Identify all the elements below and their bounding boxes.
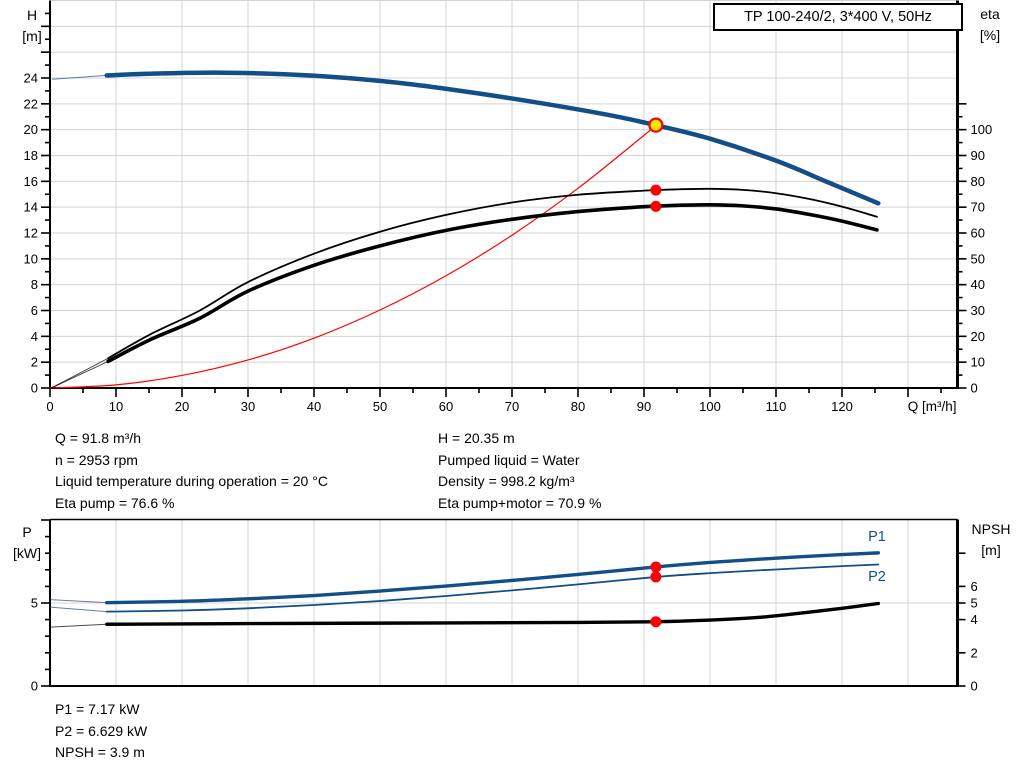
eta-pump-value: Eta pump = 76.6 % — [55, 494, 175, 511]
y-right-tick-label: 100 — [971, 122, 993, 137]
y-left-tick-label: 8 — [31, 277, 38, 292]
y-left-tick-label: 6 — [31, 303, 38, 318]
power-axis-label: P [kW] — [4, 522, 50, 564]
pump-title-box: TP 100-240/2, 3*400 V, 50Hz — [713, 3, 963, 31]
power-data-block: P1 = 7.17 kW P2 = 6.629 kW NPSH = 3.9 m — [55, 699, 147, 764]
power-axis-label-line1: P — [22, 524, 32, 540]
y-left-tick-label: 18 — [24, 148, 38, 163]
duty-point — [648, 117, 664, 133]
npsh-axis-label-line2: [m] — [981, 542, 1001, 558]
y-left-tick-label: 12 — [24, 226, 38, 241]
y-left-tick-label: 10 — [24, 251, 38, 266]
operating-data-left: Q = 91.8 m³/h n = 2953 rpm Liquid temper… — [55, 428, 328, 514]
power-axis-label-line2: [kW] — [13, 545, 41, 561]
x-tick-label: 80 — [571, 399, 585, 414]
npsh-axis-label: NPSH [m] — [960, 519, 1022, 561]
axis-lines — [49, 0, 959, 389]
h-axis-label: H [m] — [10, 5, 54, 47]
y-right-tick-label: 5 — [971, 595, 978, 610]
y-left-tick-label: 14 — [24, 200, 38, 215]
y-right-tick-label: 0 — [971, 679, 978, 694]
operating-data-right: H = 20.35 m Pumped liquid = Water Densit… — [438, 428, 601, 514]
p2-label: P2 — [868, 569, 886, 585]
qh-eta-chart-svg: 0246810121416182022240102030405060708090… — [24, 0, 993, 414]
eta-axis-label-line2: [%] — [979, 27, 1001, 43]
y-right-tick-label: 2 — [971, 645, 978, 660]
y-left-tick-label: 20 — [24, 122, 38, 137]
x-tick-label: 110 — [766, 399, 787, 414]
p1-label: P1 — [868, 529, 886, 545]
y-right-tick-label: 0 — [971, 381, 978, 396]
npsh-value: NPSH = 3.9 m — [55, 744, 145, 761]
x-tick-label: 20 — [175, 399, 189, 414]
head-curve — [104, 70, 881, 206]
y-left-tick-label: 2 — [31, 355, 38, 370]
x-axis-unit-label: Q [m³/h] — [908, 399, 957, 414]
y-left-tick-label: 0 — [31, 381, 38, 396]
npsh-curve — [105, 601, 880, 626]
eta-pump-motor-point — [650, 200, 662, 212]
y-left-tick-label: 24 — [24, 71, 38, 86]
flow-value: Q = 91.8 m³/h — [55, 430, 141, 446]
p1-value: P1 = 7.17 kW — [55, 701, 140, 717]
eta-pump-point — [650, 184, 662, 196]
p2-value: P2 = 6.629 kW — [55, 722, 148, 739]
h-axis-label-line1: H — [26, 7, 38, 23]
eta-axis-label-line1: eta — [980, 6, 1000, 22]
npsh-point — [650, 616, 662, 628]
p1-curve — [105, 551, 880, 605]
y-right-tick-label: 4 — [971, 612, 978, 627]
head-value: H = 20.35 m — [438, 430, 515, 446]
y-right-tick-label: 60 — [971, 226, 985, 241]
p2-point — [650, 571, 662, 583]
y-right-tick-label: 40 — [971, 277, 985, 292]
system-curve — [49, 124, 657, 389]
eta-pump-motor-curve — [106, 203, 879, 364]
y-right-tick-label: 30 — [971, 303, 985, 318]
y-right-tick-label: 10 — [971, 355, 985, 370]
density-value: Density = 998.2 kg/m³ — [438, 473, 575, 490]
eta-pump-curve — [107, 187, 878, 360]
x-tick-label: 30 — [241, 399, 255, 414]
x-tick-label: 10 — [109, 399, 123, 414]
y-right-tick-label: 20 — [971, 329, 985, 344]
p2-curve — [105, 563, 880, 613]
y-left-tick-label: 0 — [31, 679, 38, 694]
p2-curve-lead — [49, 606, 107, 613]
p1-curve-lead — [49, 599, 107, 604]
x-tick-label: 50 — [373, 399, 387, 414]
npsh-axis-label-line1: NPSH — [971, 521, 1011, 537]
p1-point — [650, 561, 662, 573]
y-right-tick-label: 80 — [971, 174, 985, 189]
eta-pump-motor-curve-lead — [51, 360, 109, 389]
x-tick-label: 120 — [831, 399, 853, 414]
x-tick-label: 0 — [46, 399, 53, 414]
y-right-tick-label: 50 — [971, 251, 985, 266]
speed-value: n = 2953 rpm — [55, 451, 138, 468]
x-tick-label: 70 — [505, 399, 519, 414]
gridlines — [50, 0, 958, 388]
liquid-temperature-value: Liquid temperature during operation = 20… — [55, 473, 328, 490]
x-tick-label: 100 — [699, 399, 721, 414]
head-curve-lead — [51, 74, 107, 80]
h-axis-label-line2: [m] — [22, 28, 42, 44]
y-left-tick-label: 5 — [31, 595, 38, 610]
y-right-tick-label: 6 — [971, 579, 978, 594]
y-left-tick-label: 16 — [24, 174, 38, 189]
y-left-tick-label: 4 — [31, 329, 38, 344]
x-tick-label: 90 — [637, 399, 651, 414]
x-tick-label: 60 — [439, 399, 453, 414]
axis-ticks: 0246810121416182022240102030405060708090… — [24, 12, 993, 414]
y-right-tick-label: 70 — [971, 200, 985, 215]
y-right-tick-label: 90 — [971, 148, 985, 163]
x-tick-label: 40 — [307, 399, 321, 414]
pumped-liquid-value: Pumped liquid = Water — [438, 451, 580, 468]
npsh-curve-lead — [49, 623, 107, 628]
y-left-tick-label: 22 — [24, 96, 38, 111]
eta-pump-motor-value: Eta pump+motor = 70.9 % — [438, 494, 602, 511]
eta-axis-label: eta [%] — [964, 4, 1016, 46]
